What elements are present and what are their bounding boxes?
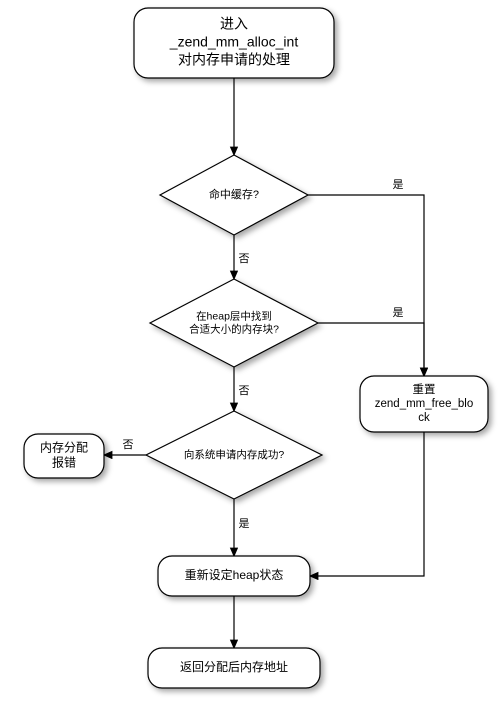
n-d3: 向系统申请内存成功?	[146, 411, 322, 499]
e-d2-yes	[318, 323, 424, 376]
n-err-line-1: 报错	[52, 455, 76, 470]
n-d1-line-0: 命中缓存?	[209, 187, 259, 201]
n-start-line-1: _zend_mm_alloc_int	[169, 34, 299, 50]
n-reset-line-2: ck	[418, 412, 430, 424]
n-ret-line-0: 返回分配后内存地址	[180, 660, 288, 674]
n-d2-line-1: 合适大小的内存块?	[189, 322, 279, 335]
n-start-line-2: 对内存申请的处理	[178, 52, 290, 68]
n-d2: 在heap层中找到合适大小的内存块?	[150, 279, 318, 367]
e-d1-d2-label: 否	[239, 253, 250, 265]
e-d2-d3-label: 否	[239, 385, 250, 397]
e-d3-err-label: 否	[123, 439, 134, 451]
n-ret: 返回分配后内存地址	[148, 648, 320, 688]
e-d2-yes-label: 是	[393, 306, 404, 319]
n-d3-line-0: 向系统申请内存成功?	[184, 448, 284, 461]
n-heap-line-0: 重新设定heap状态	[185, 567, 284, 582]
n-d1: 命中缓存?	[160, 155, 308, 235]
n-err-line-0: 内存分配	[40, 441, 88, 455]
n-reset: 重置 zend_mm_free_block	[360, 376, 488, 432]
e-d1-yes-label: 是	[393, 178, 404, 191]
n-start: 进入 _zend_mm_alloc_int 对内存申请的处理	[134, 8, 334, 78]
n-heap: 重新设定heap状态	[158, 556, 310, 596]
n-start-line-0: 进入	[220, 16, 248, 32]
n-reset-line-0: 重置	[413, 382, 436, 396]
e-d3-heap-label: 是	[239, 517, 250, 530]
n-d2-line-0: 在heap层中找到	[196, 309, 272, 322]
n-err: 内存分配报错	[24, 434, 104, 478]
e-d1-yes	[308, 195, 424, 376]
e-reset-heap	[310, 432, 424, 576]
n-reset-line-1: zend_mm_free_blo	[375, 398, 473, 410]
